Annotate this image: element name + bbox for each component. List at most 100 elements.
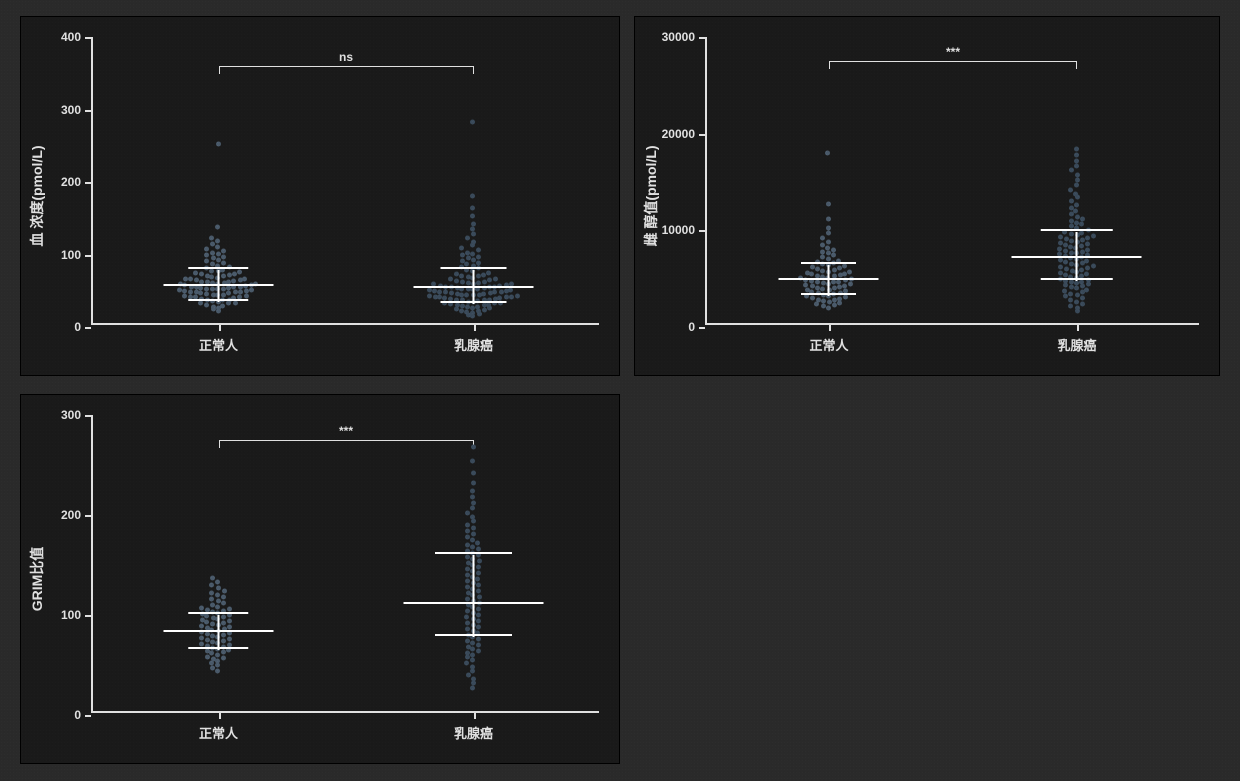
data-point [470,193,475,198]
data-point [471,501,476,506]
data-point [427,294,432,299]
data-point [465,250,470,255]
xtick [219,325,221,331]
data-point [1075,293,1080,298]
data-point [194,290,199,295]
data-point [471,677,476,682]
data-point [476,565,481,570]
data-point [470,311,475,316]
data-point [464,661,469,666]
data-point [199,636,204,641]
data-point [221,615,226,620]
data-point [476,583,481,588]
q1-cap [801,293,856,295]
data-point [842,264,847,269]
data-point [221,274,226,279]
significance-label: *** [339,424,353,438]
data-point [210,262,215,267]
data-point [198,301,203,306]
data-point [182,288,187,293]
data-point [465,609,470,614]
data-point [209,651,214,656]
data-point [465,535,470,540]
data-point [465,627,470,632]
data-point [815,266,820,271]
data-point [471,481,476,486]
data-point [820,287,825,292]
data-point [470,459,475,464]
swarm-group [218,415,219,713]
data-point [1069,262,1074,267]
ytick [699,230,705,232]
iqr-line [472,555,474,637]
data-point [470,506,475,511]
data-point [1085,265,1090,270]
data-point [221,621,226,626]
data-point [1057,246,1062,251]
data-point [210,287,215,292]
ytick-label: 30000 [662,30,695,44]
data-point [215,593,220,598]
data-point [221,260,226,265]
data-point [209,583,214,588]
data-point [1073,191,1078,196]
data-point [466,645,471,650]
data-point [1074,299,1079,304]
data-point [459,246,464,251]
data-point [204,291,209,296]
data-point [1069,280,1074,285]
y-axis-label: 血 浓度(pmol/L) [27,145,47,246]
data-point [242,276,247,281]
data-point [805,270,810,275]
data-point [464,615,469,620]
data-point [209,591,214,596]
iqr-line [217,615,219,650]
data-point [210,241,215,246]
data-point [215,225,220,230]
data-point [470,251,475,256]
y-axis [705,37,707,325]
data-point [821,303,826,308]
data-point [470,647,475,652]
data-point [220,304,225,309]
xtick [474,713,476,719]
data-point [193,270,198,275]
data-point [476,613,481,618]
data-point [471,445,476,450]
data-point [487,278,492,283]
data-point [1075,173,1080,178]
ytick [85,255,91,257]
data-point [1070,268,1075,273]
data-point [1069,232,1074,237]
swarm-group [473,37,474,325]
data-point [826,226,831,231]
data-point [465,529,470,534]
xtick [474,325,476,331]
data-point [432,288,437,293]
data-point [188,277,193,282]
data-point [464,293,469,298]
data-point [1079,231,1084,236]
data-point [1080,301,1085,306]
q3-cap [188,267,249,269]
data-point [1084,288,1089,293]
median-line [403,602,543,604]
data-point [222,589,227,594]
data-point [476,619,481,624]
data-point [211,616,216,621]
data-point [226,291,231,296]
data-point [221,633,226,638]
xtick-label: 乳腺癌 [454,335,493,354]
data-point [476,589,481,594]
ytick-label: 200 [61,508,81,522]
median-line [413,286,533,288]
data-point [216,586,221,591]
chart-panel-A: 0100200300400正常人乳腺癌ns血 浓度(pmol/L) [20,16,620,376]
data-point [471,221,476,226]
data-point [1064,236,1069,241]
data-point [470,515,475,520]
data-point [227,637,232,642]
ytick-label: 0 [74,320,81,334]
data-point [216,599,221,604]
data-point [815,279,820,284]
